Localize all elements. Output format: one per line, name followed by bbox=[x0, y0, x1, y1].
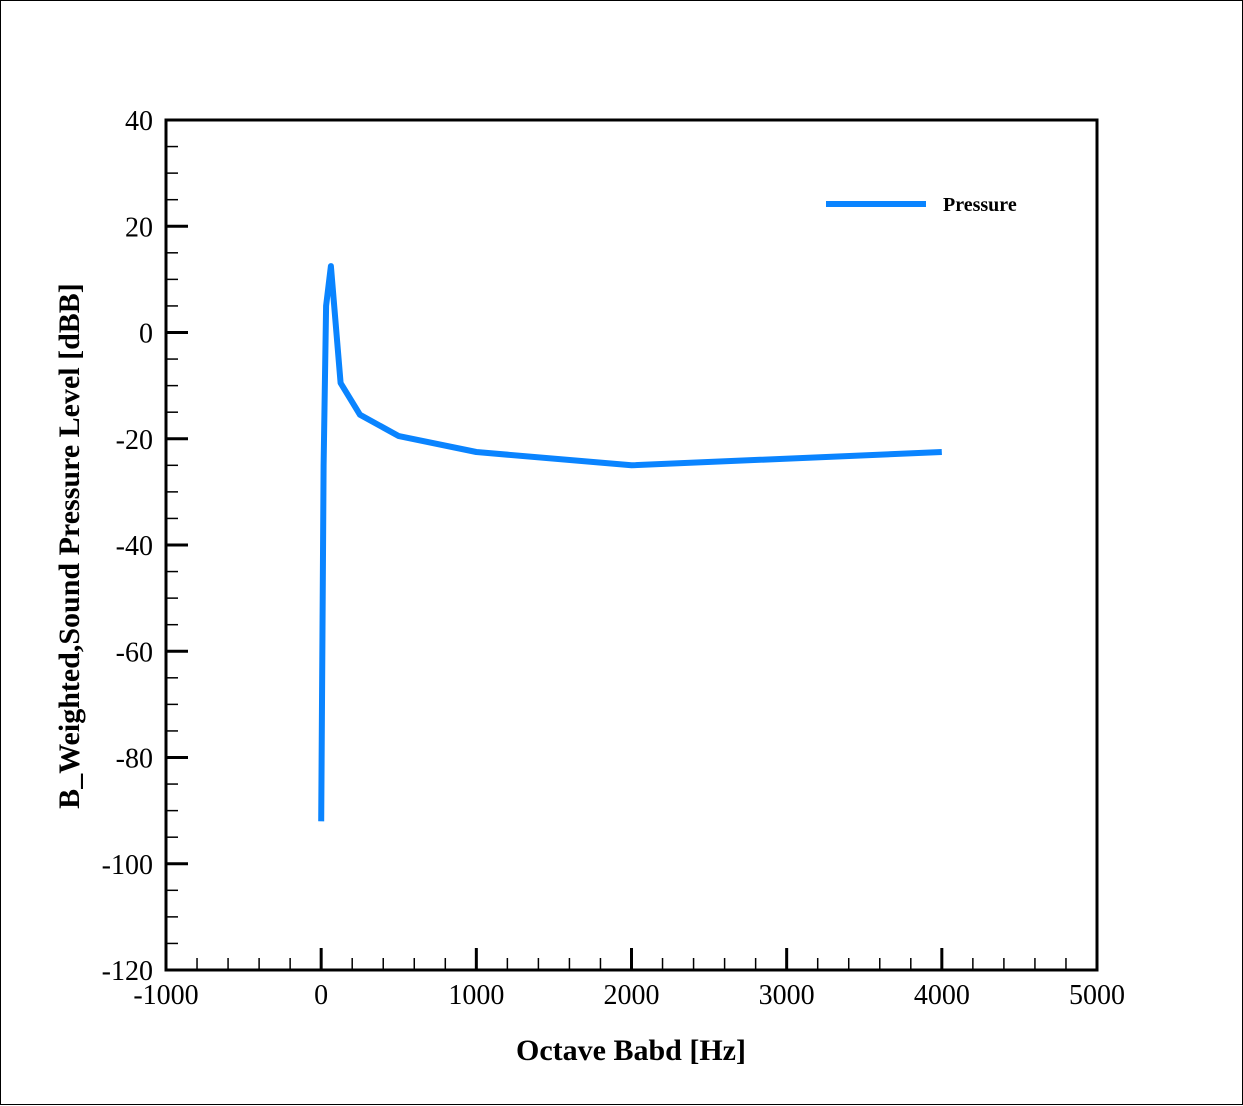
y-tick-label: 20 bbox=[125, 212, 153, 243]
y-axis-title: B_Weighted,Sound Pressure Level [dBB] bbox=[53, 283, 86, 809]
y-tick-label: 40 bbox=[125, 106, 153, 137]
minor-ticks bbox=[166, 145, 1067, 970]
y-tick-label: -20 bbox=[116, 425, 153, 456]
y-tick-label: 0 bbox=[139, 319, 153, 350]
x-tick-label: 0 bbox=[314, 980, 328, 1011]
x-tick-labels: -1000 0 1000 2000 3000 4000 5000 bbox=[133, 980, 1125, 1011]
y-tick-label: -40 bbox=[116, 531, 153, 562]
x-axis-title: Octave Babd [Hz] bbox=[516, 1034, 746, 1067]
y-tick-label: -60 bbox=[116, 637, 153, 668]
x-tick-label: 4000 bbox=[914, 980, 970, 1011]
x-tick-label: 1000 bbox=[448, 980, 504, 1011]
series-line-pressure bbox=[318, 263, 942, 822]
plot-area-border bbox=[164, 118, 1099, 972]
x-tick-label: -1000 bbox=[133, 980, 198, 1011]
legend: Pressure bbox=[826, 194, 1017, 216]
x-tick-label: 3000 bbox=[759, 980, 815, 1011]
y-tick-label: -120 bbox=[102, 956, 153, 987]
legend-label-pressure: Pressure bbox=[943, 194, 1017, 216]
y-tick-label: -80 bbox=[116, 744, 153, 775]
y-tick-label: -100 bbox=[102, 850, 153, 881]
x-tick-label: 2000 bbox=[604, 980, 660, 1011]
major-ticks bbox=[164, 118, 1099, 972]
series-layer bbox=[318, 263, 942, 822]
x-tick-label: 5000 bbox=[1069, 980, 1125, 1011]
y-tick-labels: -120 -100 -80 -60 -40 -20 0 20 40 bbox=[102, 106, 153, 987]
